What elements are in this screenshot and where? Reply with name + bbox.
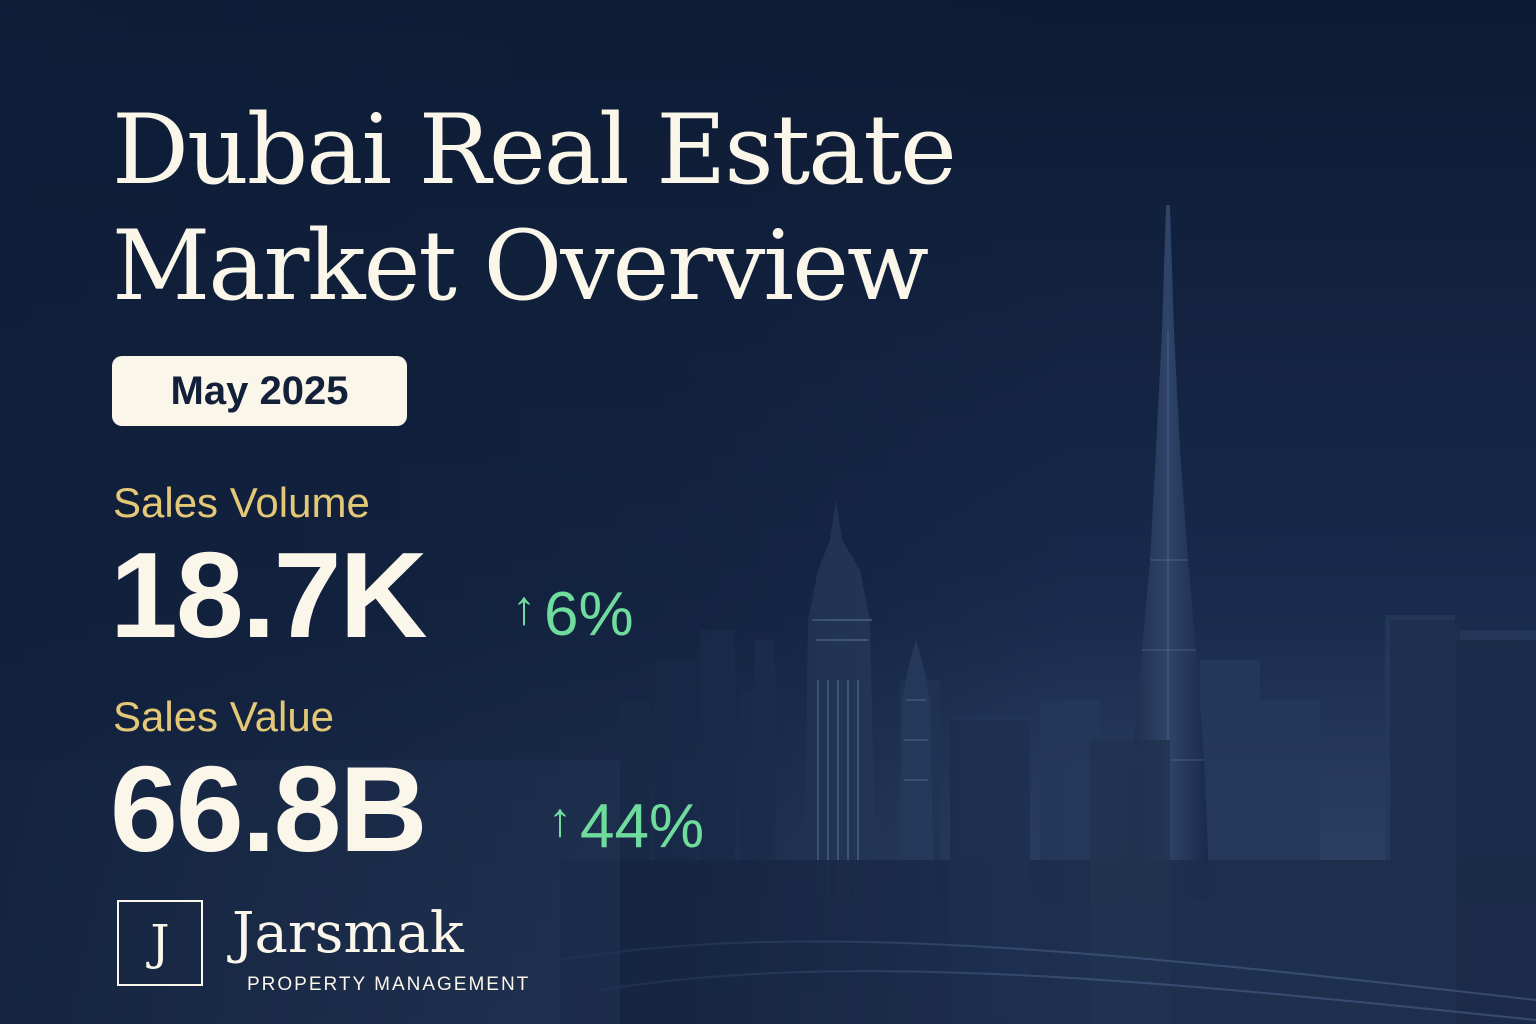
brand-monogram: J: [150, 915, 170, 971]
sales-volume-value: 18.7K: [110, 527, 428, 663]
date-badge: May 2025: [112, 356, 407, 426]
arrow-up-icon: ↑: [548, 794, 572, 847]
title-line-1: Dubai Real Estate: [112, 94, 957, 206]
page-title: Dubai Real Estate Market Overview: [112, 92, 957, 324]
title-line-2: Market Overview: [112, 210, 929, 322]
sales-value-value: 66.8B: [110, 741, 428, 877]
arrow-up-icon: ↑: [512, 582, 536, 635]
sales-value-change: ↑ 44%: [548, 792, 704, 862]
sales-value-label: Sales Value: [113, 693, 335, 740]
sales-value-change-value: 44%: [580, 792, 705, 861]
brand-tagline: PROPERTY MANAGEMENT: [247, 974, 531, 995]
sales-volume-change-value: 6%: [544, 580, 634, 649]
sales-volume-label: Sales Volume: [113, 479, 370, 526]
brand-monogram-logo: J: [117, 900, 203, 986]
sales-volume-change: ↑ 6%: [512, 580, 634, 650]
brand-name: Jarsmak: [232, 901, 464, 966]
